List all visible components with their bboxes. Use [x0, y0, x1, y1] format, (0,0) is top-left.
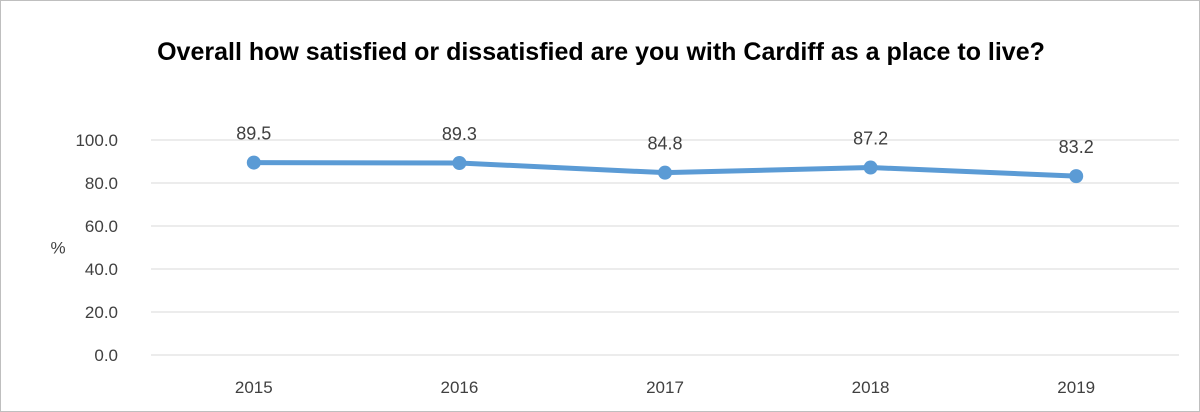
x-tick-label: 2019	[1057, 378, 1095, 397]
gridlines	[151, 139, 1179, 356]
data-point	[863, 160, 878, 175]
x-tick-label: 2015	[235, 378, 273, 397]
data-point	[246, 155, 261, 170]
x-tick-label: 2018	[852, 378, 890, 397]
y-tick-label: 0.0	[94, 346, 118, 365]
data-label: 83.2	[1059, 137, 1094, 157]
y-tick-label: 100.0	[75, 131, 118, 150]
data-point	[658, 165, 672, 180]
x-tick-label: 2016	[440, 378, 478, 397]
data-label: 84.8	[647, 134, 682, 154]
y-tick-label: 80.0	[85, 174, 118, 193]
data-labels: 89.5 89.3 84.8 87.2 83.2	[236, 124, 1093, 158]
y-tick-label: 60.0	[85, 217, 118, 236]
data-label: 89.3	[442, 124, 477, 144]
y-tick-label: 40.0	[85, 260, 118, 279]
data-label: 87.2	[853, 129, 888, 149]
data-point	[1069, 169, 1084, 184]
x-tick-label: 2017	[646, 378, 684, 397]
x-axis-tick-labels: 2015 2016 2017 2018 2019	[235, 378, 1095, 397]
y-axis-title: %	[50, 239, 65, 258]
chart-title: Overall how satisfied or dissatisfied ar…	[157, 38, 1045, 66]
data-markers	[246, 155, 1084, 184]
y-tick-label: 20.0	[85, 303, 118, 322]
data-label: 89.5	[236, 124, 271, 144]
data-point	[452, 156, 467, 171]
y-axis-tick-labels: 0.0 20.0 40.0 60.0 80.0 100.0	[75, 131, 118, 365]
